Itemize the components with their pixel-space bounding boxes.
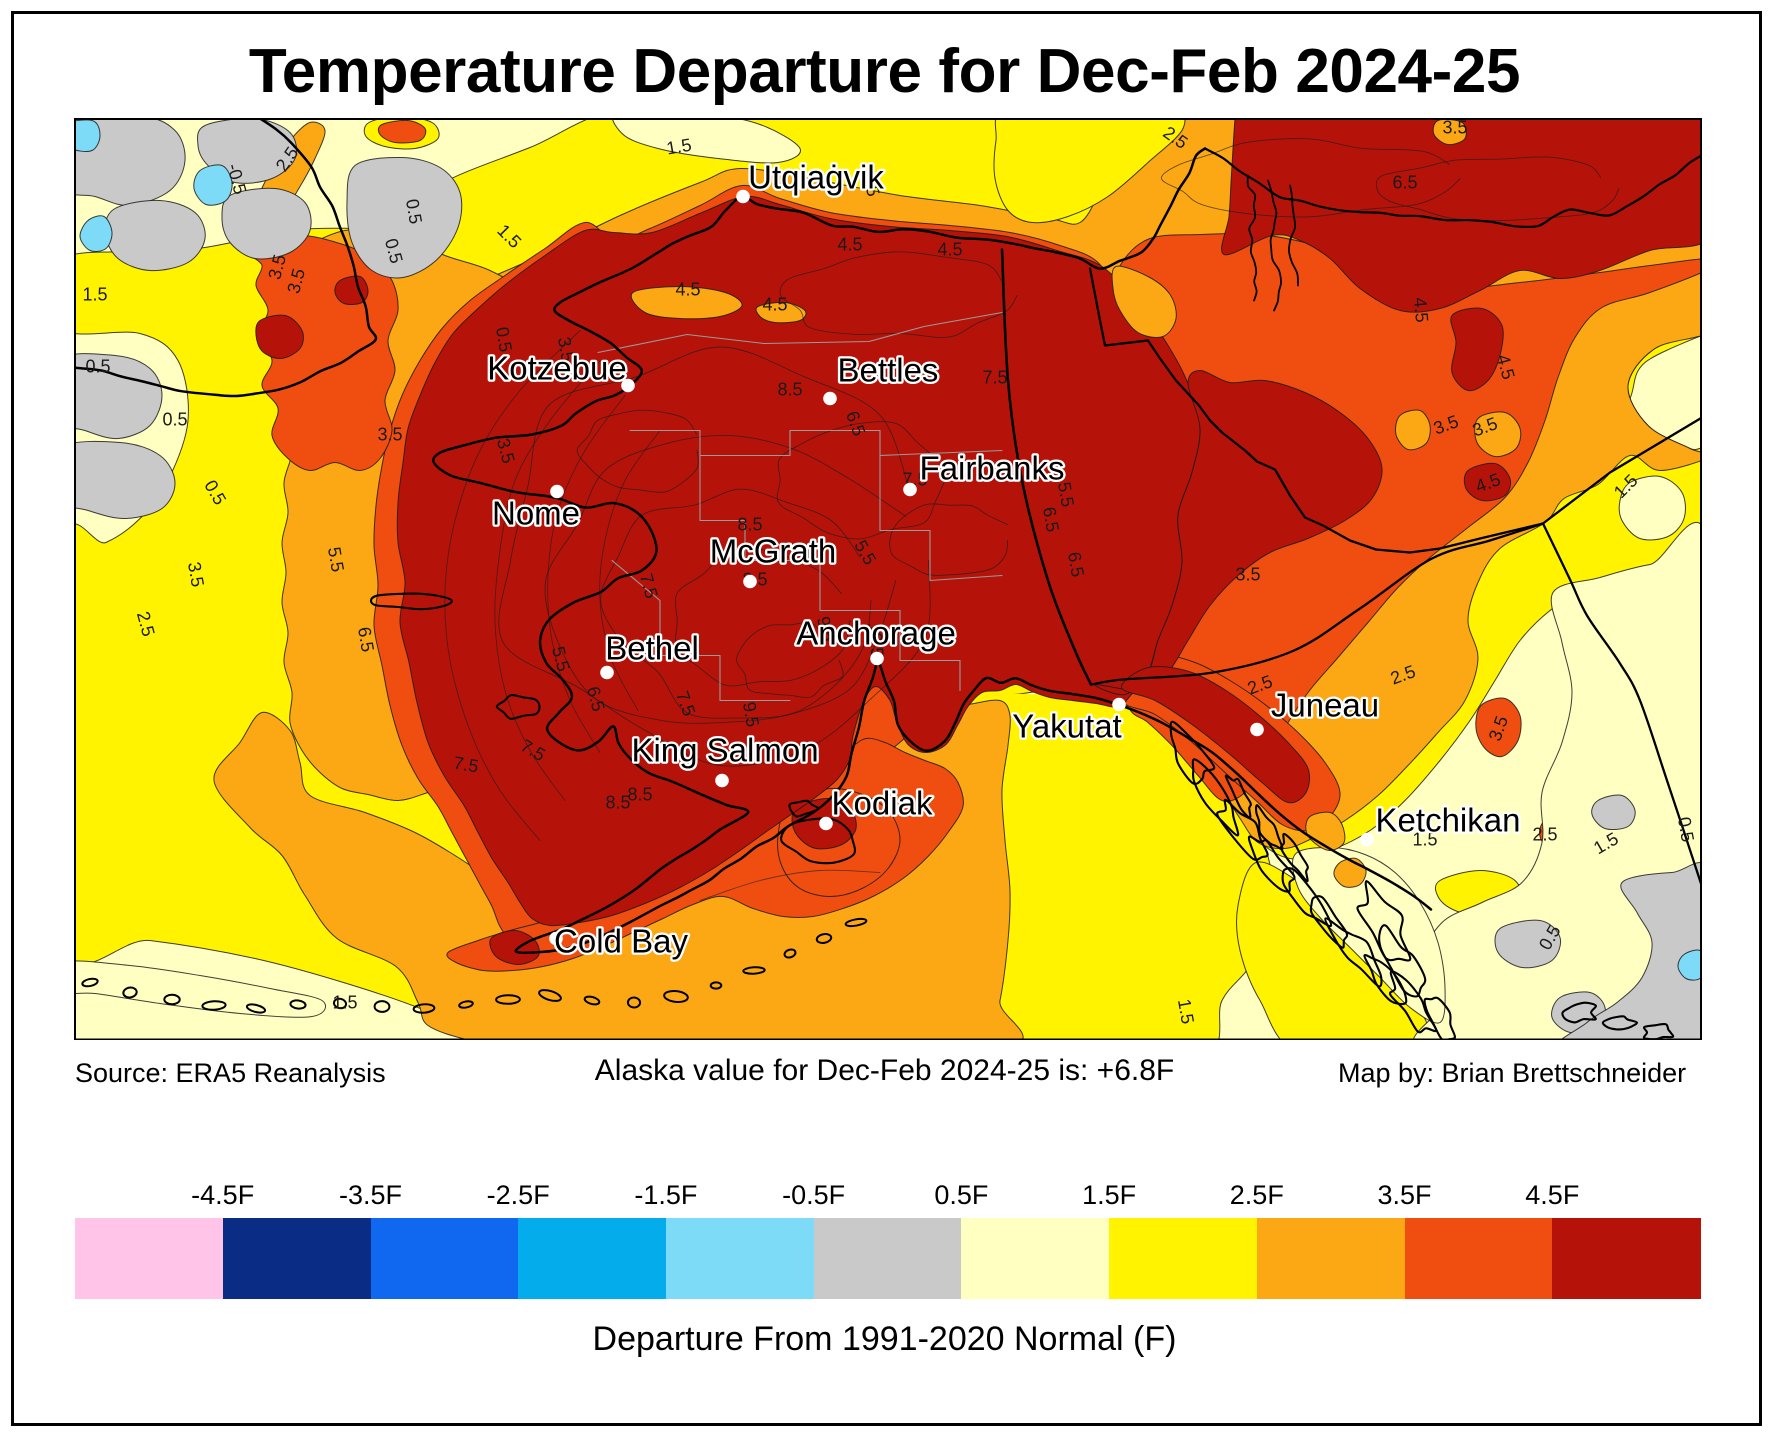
svg-text:8.5: 8.5: [737, 514, 762, 534]
svg-text:4.5: 4.5: [762, 294, 787, 314]
svg-text:6.5: 6.5: [1064, 550, 1088, 578]
svg-text:1.5: 1.5: [665, 134, 693, 158]
svg-text:3.5: 3.5: [554, 335, 578, 363]
svg-text:Nome: Nome: [492, 494, 580, 531]
svg-text:Kodiak: Kodiak: [832, 784, 933, 821]
svg-text:Anchorage: Anchorage: [796, 614, 956, 651]
svg-text:0.5: 0.5: [402, 197, 426, 225]
svg-text:1.5: 1.5: [1174, 997, 1198, 1025]
svg-text:6.5: 6.5: [354, 625, 378, 653]
svg-text:3.5: 3.5: [1442, 118, 1467, 138]
svg-text:3.5: 3.5: [184, 560, 208, 588]
svg-text:10.5: 10.5: [864, 621, 887, 658]
svg-text:6.5: 6.5: [1039, 505, 1063, 533]
svg-text:1.5: 1.5: [82, 284, 107, 304]
svg-text:Ketchikan: Ketchikan: [1376, 801, 1521, 838]
svg-text:2.5: 2.5: [1532, 824, 1557, 844]
svg-text:1.5: 1.5: [1412, 829, 1437, 849]
svg-text:6.5: 6.5: [1392, 172, 1417, 192]
svg-text:King Salmon: King Salmon: [631, 731, 818, 768]
svg-text:5.5: 5.5: [1054, 480, 1078, 508]
svg-text:0.5: 0.5: [162, 409, 187, 429]
svg-text:5.5: 5.5: [324, 545, 348, 573]
svg-text:0.5: 0.5: [85, 356, 110, 376]
svg-text:1.5: 1.5: [332, 992, 357, 1012]
svg-text:8.5: 8.5: [605, 792, 630, 812]
svg-text:4.5: 4.5: [837, 234, 862, 254]
svg-text:Cold Bay: Cold Bay: [554, 922, 688, 959]
svg-text:Utqiaġvik: Utqiaġvik: [748, 158, 884, 195]
svg-text:7.5: 7.5: [452, 752, 480, 776]
svg-text:4.5: 4.5: [675, 279, 700, 299]
svg-text:Yakutat: Yakutat: [1012, 707, 1121, 744]
svg-text:0.5: 0.5: [1674, 815, 1698, 843]
svg-text:3.5: 3.5: [377, 424, 402, 444]
svg-text:4.5: 4.5: [937, 239, 962, 259]
svg-text:4.5: 4.5: [1410, 296, 1432, 323]
svg-text:Juneau: Juneau: [1271, 686, 1379, 723]
svg-text:0.5: 0.5: [492, 325, 516, 353]
svg-text:Fairbanks: Fairbanks: [920, 449, 1065, 486]
svg-text:8.5: 8.5: [777, 379, 802, 399]
svg-text:7.5: 7.5: [982, 367, 1007, 387]
svg-text:McGrath: McGrath: [710, 532, 837, 569]
svg-text:3.5: 3.5: [1235, 564, 1260, 584]
svg-text:8.5: 8.5: [627, 784, 652, 804]
svg-text:Bethel: Bethel: [605, 629, 699, 666]
svg-text:Bettles: Bettles: [838, 351, 939, 388]
svg-text:9.5: 9.5: [739, 700, 763, 728]
svg-text:Kotzebue: Kotzebue: [487, 349, 626, 386]
